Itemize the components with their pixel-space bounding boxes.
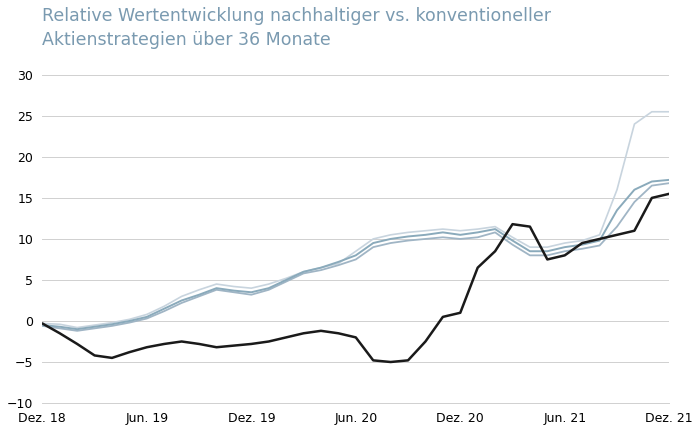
Text: Relative Wertentwicklung nachhaltiger vs. konventioneller
Aktienstrategien über : Relative Wertentwicklung nachhaltiger vs… <box>42 7 552 48</box>
